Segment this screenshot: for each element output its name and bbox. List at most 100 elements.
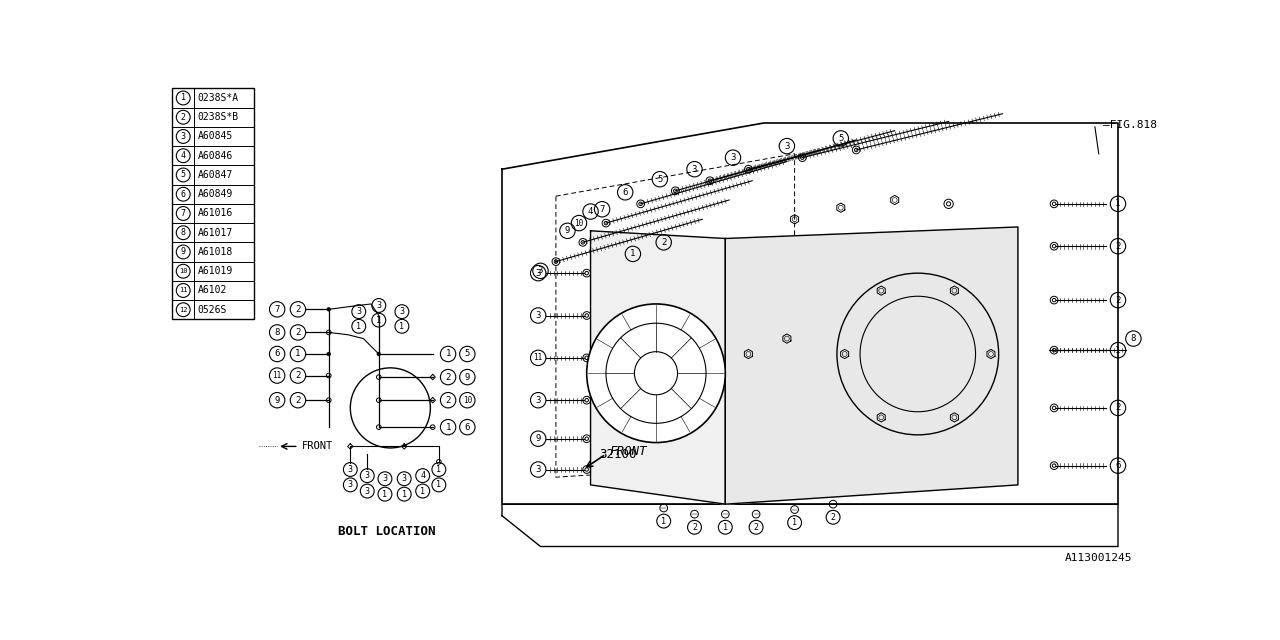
Text: 8: 8 [274,328,280,337]
Text: 2: 2 [445,396,451,404]
Text: 7: 7 [599,205,604,214]
Text: 6: 6 [465,422,470,431]
Text: 3: 3 [180,132,186,141]
Text: A60847: A60847 [198,170,233,180]
Text: 6: 6 [180,189,186,199]
Text: 1: 1 [383,490,388,499]
Text: 1: 1 [662,516,666,525]
Text: 6: 6 [1115,461,1121,470]
Text: 3: 3 [731,153,736,162]
Text: FRONT: FRONT [609,445,648,458]
Text: 9: 9 [274,396,280,404]
Text: 2: 2 [1115,242,1121,251]
Circle shape [837,273,998,435]
Bar [173,88,253,319]
Text: 2: 2 [1115,403,1121,412]
Circle shape [376,352,380,356]
Text: A60846: A60846 [198,151,233,161]
Text: 11: 11 [179,287,187,294]
Circle shape [326,307,330,311]
Text: 7: 7 [274,305,280,314]
Text: 32100: 32100 [599,447,636,461]
Text: 1: 1 [420,486,425,495]
Text: 6: 6 [274,349,280,358]
Text: 3: 3 [356,307,361,316]
Text: —FIG.818: —FIG.818 [1102,120,1157,131]
Text: 3: 3 [376,301,381,310]
Text: 2: 2 [445,372,451,381]
Text: 3: 3 [535,465,541,474]
Text: 1: 1 [180,93,186,102]
Text: 9: 9 [180,248,186,257]
Text: 1: 1 [436,465,442,474]
Text: 5: 5 [465,349,470,358]
Polygon shape [590,231,726,504]
Text: 0526S: 0526S [198,305,228,315]
Text: 4: 4 [588,207,593,216]
Text: 3: 3 [399,307,404,316]
Text: FRONT: FRONT [302,442,333,451]
Text: 3: 3 [535,269,541,278]
Text: A61019: A61019 [198,266,233,276]
Text: BOLT LOCATION: BOLT LOCATION [338,525,435,538]
Text: 3: 3 [383,474,388,483]
Text: 1: 1 [402,490,407,499]
Text: 3: 3 [365,486,370,495]
Text: 11: 11 [534,353,543,362]
Text: 2: 2 [296,396,301,404]
Text: 3: 3 [402,474,407,483]
Text: 3: 3 [348,481,353,490]
Text: 11: 11 [273,371,282,380]
Text: A61018: A61018 [198,247,233,257]
Text: 10: 10 [575,219,584,228]
Text: 3: 3 [691,164,698,173]
Text: 1: 1 [296,349,301,358]
Text: 5: 5 [180,170,186,179]
Text: 7: 7 [180,209,186,218]
Text: 1: 1 [445,349,451,358]
Circle shape [326,352,330,356]
Text: 3: 3 [785,141,790,150]
Text: 1: 1 [630,250,636,259]
Text: 0238S*B: 0238S*B [198,112,239,122]
Text: 1: 1 [376,316,381,324]
Text: A61017: A61017 [198,228,233,237]
Text: 2: 2 [692,523,698,532]
Text: A61016: A61016 [198,209,233,218]
Text: 3: 3 [535,396,541,404]
Text: 1: 1 [436,481,442,490]
Text: 1: 1 [792,518,797,527]
Text: 2: 2 [754,523,759,532]
Text: 1: 1 [356,322,361,331]
Text: 9: 9 [564,227,570,236]
Text: A60849: A60849 [198,189,233,199]
Text: 3: 3 [538,266,543,275]
Text: 2: 2 [831,513,836,522]
Text: 10: 10 [463,396,472,404]
Text: 1: 1 [1115,199,1121,209]
Text: 1: 1 [723,523,728,532]
Text: 1: 1 [399,322,404,331]
Circle shape [586,304,726,442]
Text: 2: 2 [296,305,301,314]
Text: 2: 2 [180,113,186,122]
Text: 3: 3 [365,471,370,480]
Text: 2: 2 [296,328,301,337]
Polygon shape [502,123,1117,504]
Polygon shape [502,504,1117,547]
Text: 5: 5 [838,134,844,143]
Text: 1: 1 [1115,346,1121,355]
Text: 2: 2 [660,238,667,247]
Text: A113001245: A113001245 [1065,553,1132,563]
Text: 10: 10 [179,268,187,274]
Text: 1: 1 [445,422,451,431]
Text: 2: 2 [296,371,301,380]
Text: 3: 3 [348,465,353,474]
Text: 0238S*A: 0238S*A [198,93,239,103]
Text: 4: 4 [420,471,425,480]
Text: 12: 12 [179,307,187,313]
Text: 5: 5 [657,175,663,184]
Text: 4: 4 [180,151,186,160]
Text: 8: 8 [1130,334,1137,343]
Text: 6: 6 [622,188,628,196]
